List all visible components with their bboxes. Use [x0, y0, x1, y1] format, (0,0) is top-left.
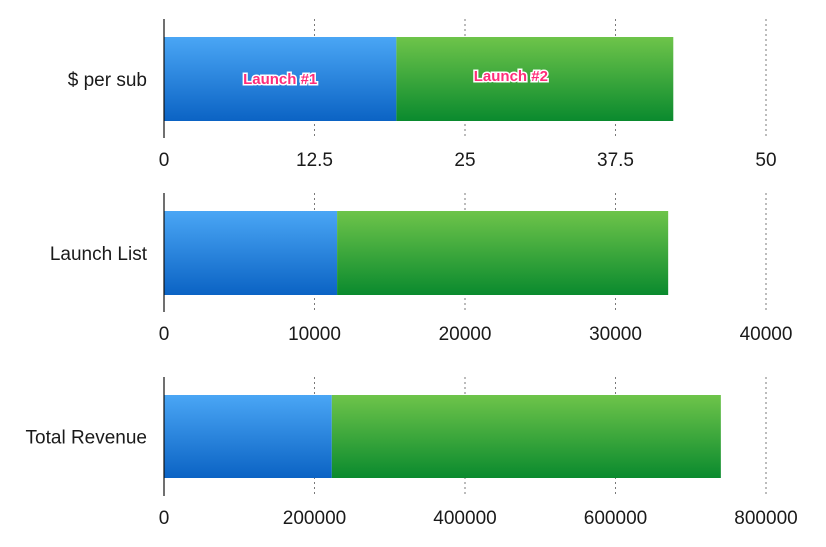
tick-label: 0: [159, 324, 170, 345]
tick-label: 40000: [740, 324, 793, 345]
bar-segment-1: [164, 395, 332, 478]
tick-label: 400000: [433, 508, 496, 529]
tick-label: 37.5: [597, 150, 634, 171]
bar-segment-1: [164, 211, 338, 295]
tick-label: 10000: [288, 324, 341, 345]
tick-label: 12.5: [296, 150, 333, 171]
bar-segment-2: [396, 37, 674, 121]
series-label-2: Launch #2: [474, 68, 548, 85]
tick-label: 20000: [439, 324, 492, 345]
tick-label: 600000: [584, 508, 647, 529]
bar-segment-2: [331, 395, 721, 478]
bar-segment-2: [337, 211, 669, 295]
chart-panel-1: $ per sub 0 12.5 25 37.5 50 Launch #1 Launch #2: [68, 19, 777, 171]
tick-label: 30000: [589, 324, 642, 345]
tick-label: 0: [159, 508, 170, 529]
series-label-1: Launch #1: [243, 71, 317, 88]
tick-label: 200000: [283, 508, 346, 529]
category-label: $ per sub: [68, 70, 147, 91]
tick-label: 0: [159, 150, 170, 171]
bar-segment-1: [164, 37, 397, 121]
tick-label: 50: [755, 150, 776, 171]
category-label: Launch List: [50, 244, 148, 265]
tick-label: 800000: [734, 508, 797, 529]
tick-label: 25: [454, 150, 475, 171]
category-label: Total Revenue: [26, 428, 147, 449]
chart-panel-2: Launch List 0 10000 20000 30000 40000: [50, 193, 793, 345]
chart-panel-3: Total Revenue 0 200000 400000 600000 800000: [26, 377, 798, 529]
